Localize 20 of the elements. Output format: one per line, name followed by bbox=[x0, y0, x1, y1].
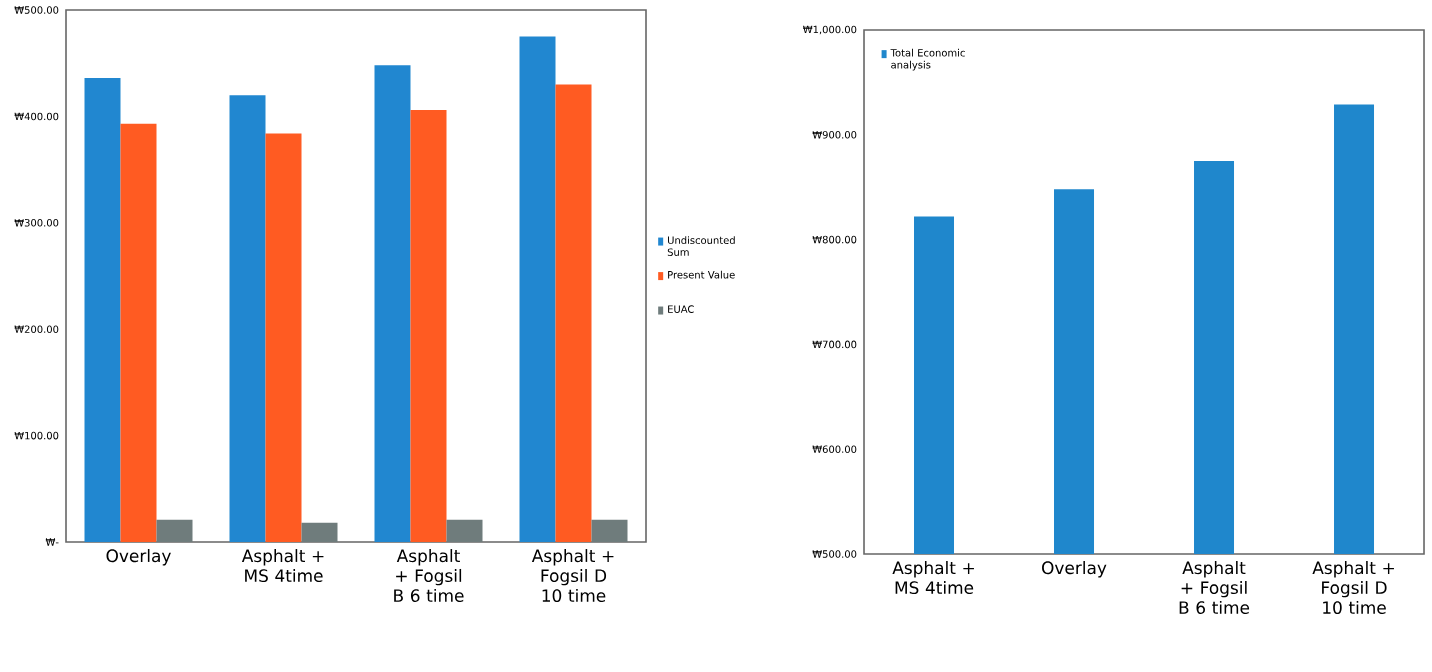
bar bbox=[446, 519, 483, 542]
bar bbox=[229, 95, 266, 542]
x-tick-label: Asphalt + Fogsil D 10 time bbox=[531, 549, 614, 603]
x-tick-label: Asphalt + Fogsil B 6 time bbox=[1179, 561, 1250, 615]
bar bbox=[555, 84, 592, 542]
x-tick-label: Overlay bbox=[1042, 561, 1107, 578]
x-tick-label: Asphalt + Fogsil B 6 time bbox=[394, 549, 464, 603]
x-tick-label: Asphalt + MS 4time bbox=[892, 561, 974, 595]
x-tick-label: Asphalt + Fogsil D 10 time bbox=[1312, 561, 1394, 615]
bar bbox=[120, 123, 157, 542]
bar bbox=[265, 133, 302, 542]
bar bbox=[374, 65, 411, 542]
x-tick-label: Overlay bbox=[106, 549, 171, 566]
bar bbox=[156, 519, 193, 542]
bar bbox=[301, 522, 338, 542]
x-tick-label: Asphalt + MS 4time bbox=[241, 549, 324, 583]
bar bbox=[519, 36, 556, 542]
bar bbox=[591, 519, 628, 542]
bar bbox=[84, 78, 121, 542]
bar bbox=[410, 110, 447, 542]
